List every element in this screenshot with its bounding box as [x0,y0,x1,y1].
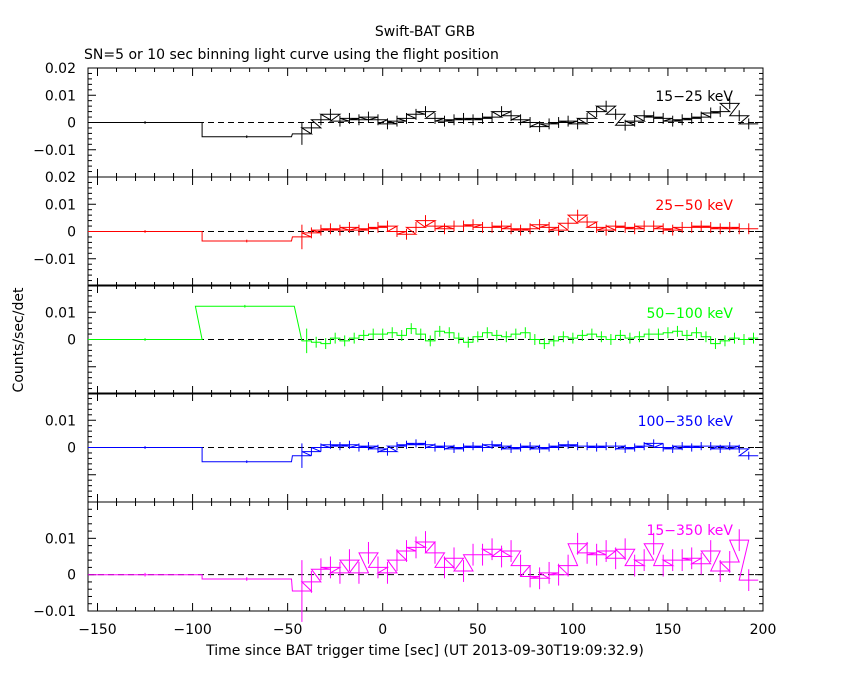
panel-1: −0.01 0 0.01 0.02 15−25 keV [33,61,764,178]
series-step-line [88,539,759,592]
y-tick-label: 0 [67,441,76,457]
x-tick-label: −100 [173,622,211,638]
y-tick-label: 0 [67,333,76,349]
series-step-line [88,442,759,463]
y-tick-label: −0.01 [33,252,76,268]
panel-4: 0 0.01 100−350 keV [45,392,764,503]
y-tick-label: −0.01 [33,143,76,159]
chart-title: Swift-BAT GRB [375,24,475,40]
y-tick-label: 0.01 [45,413,76,429]
band-label: 50−100 keV [646,306,733,322]
x-tick-label: 0 [378,622,387,638]
series-step-line [88,305,759,345]
series-step-line [88,214,759,242]
panel-2: −0.01 0 0.01 0.02 25−50 keV [33,170,764,287]
x-tick-label: 50 [469,622,487,638]
y-tick-label: −0.01 [33,604,76,620]
panel-3: 0 0.01 50−100 keV [45,284,764,395]
x-axis-label: Time since BAT trigger time [sec] (UT 20… [205,643,644,659]
band-label: 15−350 keV [646,523,733,539]
y-tick-label: 0.02 [45,170,76,186]
x-tick-label: −150 [78,622,116,638]
y-tick-label: 0.01 [45,305,76,321]
x-tick-label: 100 [559,622,586,638]
band-label: 25−50 keV [655,198,733,214]
y-axis-label: Counts/sec/det [11,287,27,392]
x-tick-label: −50 [273,622,303,638]
series-step-line [88,102,759,138]
y-tick-label: 0.02 [45,61,76,77]
chart-subtitle: SN=5 or 10 sec binning light curve using… [84,47,499,63]
panel-frame [87,501,764,612]
panel-5: −0.01 0 0.01 15−350 keV [33,501,764,622]
y-tick-label: 0.01 [45,88,76,104]
x-tick-label: 150 [655,622,682,638]
band-label: 100−350 keV [638,414,734,430]
y-tick-label: 0.01 [45,197,76,213]
panels: −0.01 0 0.01 0.02 15−25 keV −0.01 0 0.01 0.02 25−… [33,61,764,622]
y-tick-label: 0.01 [45,531,76,547]
y-tick-label: 0 [67,116,76,132]
x-tick-label: 200 [750,622,777,638]
y-tick-label: 0 [67,225,76,241]
band-label: 15−25 keV [655,89,733,105]
y-tick-label: 0 [67,568,76,584]
x-axis: −150 −100 −50 0 50 100 150 200 [78,622,776,638]
